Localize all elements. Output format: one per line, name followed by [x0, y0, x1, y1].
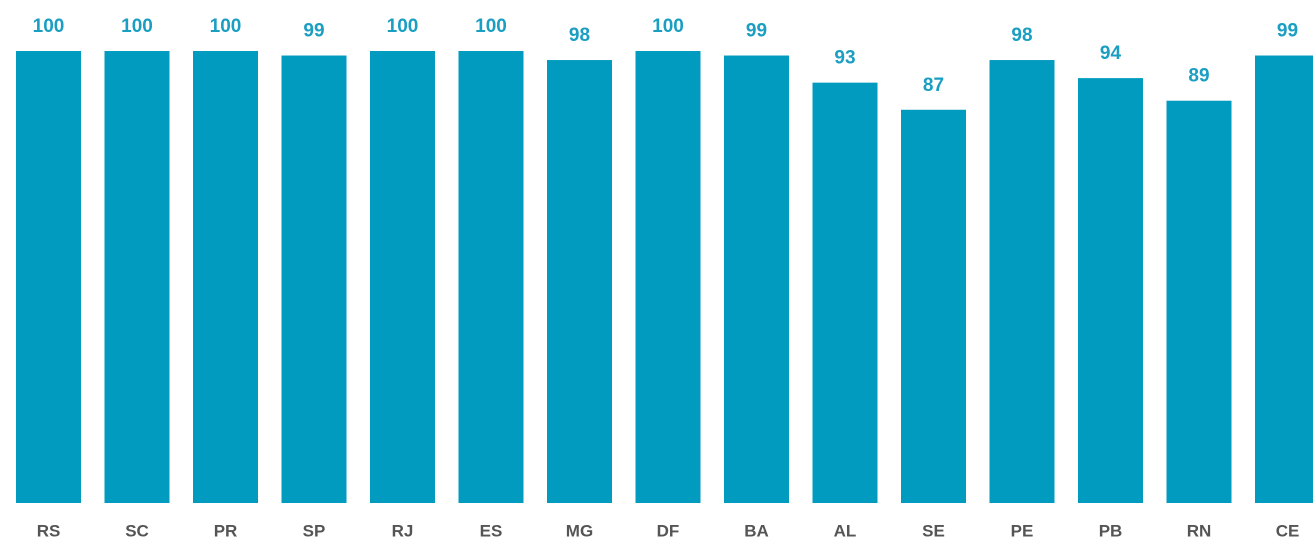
bar: [281, 55, 347, 504]
x-tick-label: PR: [214, 521, 238, 540]
bar: [812, 82, 878, 503]
bar: [989, 60, 1055, 503]
bar: [547, 60, 612, 503]
value-label: 99: [746, 21, 767, 42]
x-tick-label: RN: [1187, 521, 1212, 540]
x-tick-label: AL: [834, 521, 857, 540]
bar: [1255, 55, 1313, 504]
bar: [458, 51, 524, 503]
x-tick-label: SC: [125, 521, 149, 540]
value-label: 98: [569, 25, 590, 46]
x-tick-label: RJ: [392, 521, 414, 540]
x-tick-label: PB: [1099, 521, 1123, 540]
x-tick-label: RS: [37, 521, 61, 540]
value-label: 100: [475, 16, 507, 37]
value-label: 100: [387, 16, 419, 37]
value-label: 99: [303, 21, 324, 42]
x-tick-label: PE: [1011, 521, 1034, 540]
value-label: 100: [210, 16, 242, 37]
value-label: 87: [923, 75, 944, 96]
bar: [104, 51, 170, 503]
value-label: 100: [652, 16, 684, 37]
bar: [16, 51, 81, 503]
x-tick-label: ES: [480, 521, 503, 540]
x-tick-label: SP: [303, 521, 326, 540]
x-tick-label: DF: [657, 521, 680, 540]
bar: [370, 51, 435, 503]
x-tick-label: SE: [922, 521, 945, 540]
bar: [1166, 100, 1232, 503]
x-tick-label: BA: [744, 521, 769, 540]
bar: [901, 109, 966, 503]
value-label: 99: [1277, 21, 1298, 42]
x-tick-label: CE: [1276, 521, 1300, 540]
bar: [1078, 78, 1143, 504]
bar: [635, 51, 701, 503]
x-tick-label: MG: [566, 521, 593, 540]
value-label: 89: [1188, 66, 1209, 87]
bar: [193, 51, 258, 503]
value-label: 94: [1100, 43, 1122, 64]
value-label: 100: [33, 16, 65, 37]
value-label: 100: [121, 16, 153, 37]
bar: [724, 55, 789, 504]
value-label: 93: [834, 48, 855, 69]
value-label: 98: [1011, 25, 1032, 46]
